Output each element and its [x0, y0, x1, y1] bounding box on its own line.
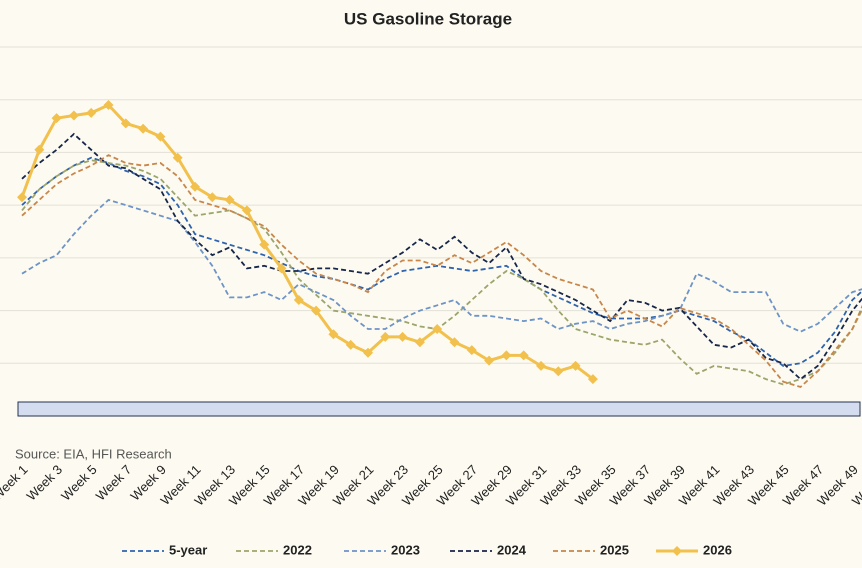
legend-label: 2024 — [497, 542, 527, 557]
series-marker — [449, 337, 460, 348]
series-marker — [536, 360, 546, 371]
series-marker — [345, 339, 356, 350]
series-marker — [414, 337, 425, 348]
series-marker — [68, 110, 79, 121]
legend-label: 2023 — [391, 542, 420, 557]
series-marker — [587, 374, 598, 385]
series-marker — [120, 118, 131, 129]
series-marker — [155, 131, 166, 142]
series-marker — [311, 305, 322, 316]
series-marker — [259, 239, 270, 250]
series-line — [20, 103, 594, 381]
series-line — [21, 159, 862, 386]
series-marker — [293, 295, 304, 306]
series-marker — [484, 355, 495, 366]
legend-label: 2022 — [283, 542, 312, 557]
series-marker — [51, 113, 62, 124]
series-marker — [190, 181, 200, 192]
legend-marker — [672, 546, 682, 556]
series-marker — [207, 192, 218, 203]
source: Source: EIA, HFI Research — [15, 446, 172, 461]
series-marker — [241, 205, 252, 216]
series-marker — [103, 99, 114, 110]
series-marker — [570, 360, 581, 371]
legend-label: 2025 — [600, 542, 629, 557]
series-marker — [501, 350, 512, 361]
series-marker — [518, 350, 529, 361]
series-marker — [17, 192, 27, 203]
legend-label: 5-year — [169, 542, 207, 557]
series-marker — [172, 152, 183, 163]
series-line — [21, 156, 862, 367]
series-marker — [34, 144, 45, 155]
series-line — [21, 154, 862, 389]
series-marker — [328, 329, 339, 340]
series-line — [21, 132, 862, 381]
legend-label: 2026 — [703, 542, 732, 557]
series-marker — [553, 366, 564, 377]
series-marker — [380, 331, 391, 342]
chart-title: US Gasoline Storage — [344, 9, 512, 28]
series-marker — [138, 123, 149, 134]
series-marker — [397, 331, 408, 342]
series-marker — [224, 194, 235, 205]
series-line — [21, 198, 862, 333]
x-tick-label: Week 1 — [0, 462, 31, 504]
series-marker — [86, 107, 97, 118]
series-marker — [466, 345, 477, 356]
x-tick-label: Week 5 — [58, 462, 100, 504]
series-marker — [432, 324, 443, 335]
x-tick-label: Week 3 — [24, 462, 66, 504]
series-marker — [363, 347, 373, 358]
x-tick-label: Week 7 — [93, 462, 135, 504]
series-marker — [276, 263, 287, 274]
scroll-band — [17, 401, 861, 417]
